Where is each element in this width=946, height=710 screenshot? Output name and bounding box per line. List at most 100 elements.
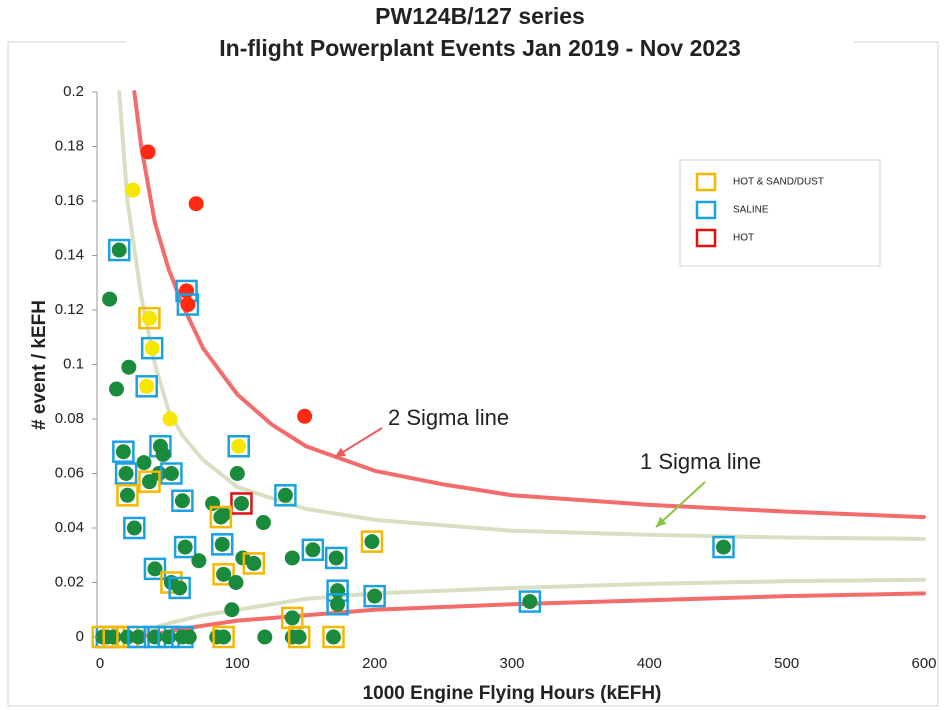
data-point (257, 629, 273, 645)
data-point-box (281, 606, 304, 630)
data-point (291, 629, 307, 645)
data-point (522, 594, 538, 610)
legend-box (679, 159, 881, 267)
data-point-box (107, 238, 131, 262)
y-tick-label: 0.18 (55, 137, 84, 154)
legend-swatch (695, 228, 717, 248)
data-point (284, 610, 300, 626)
legend-swatch (695, 200, 717, 220)
data-point-box (138, 306, 161, 330)
x-tick-label: 300 (499, 655, 524, 672)
y-tick-label: 0.06 (55, 464, 84, 481)
data-point-box (135, 375, 158, 398)
data-point-box (326, 593, 349, 616)
data-point-box (160, 462, 183, 485)
data-point (233, 495, 249, 511)
data-point (214, 536, 230, 552)
sigma-line (132, 90, 926, 520)
data-point (715, 539, 731, 555)
data-point (163, 466, 179, 481)
chart-title: PW124B/127 series (375, 3, 585, 29)
data-point-box (140, 336, 164, 360)
data-point (255, 515, 271, 531)
data-point (364, 534, 380, 550)
data-point (140, 144, 156, 160)
data-point (125, 182, 141, 198)
data-point (108, 381, 124, 397)
legend-label: HOT & SAND/DUST (733, 177, 824, 188)
data-point (188, 196, 204, 212)
data-point-box (173, 535, 197, 559)
data-point-box (171, 489, 194, 512)
data-point-box (210, 533, 234, 556)
data-point-box (322, 625, 345, 649)
data-point (174, 493, 190, 509)
data-point (126, 520, 142, 536)
data-point-box (274, 484, 297, 507)
data-point (155, 446, 171, 462)
y-tick-label: 0.04 (55, 519, 84, 536)
data-point-box (230, 492, 253, 515)
y-tick-label: 0.16 (55, 192, 84, 209)
x-axis-label: 1000 Engine Flying Hours (kEFH) (363, 683, 662, 704)
data-point (147, 629, 163, 645)
data-point (213, 509, 229, 525)
data-point (121, 359, 137, 375)
data-point (328, 550, 344, 566)
annotation: 2 Sigma line (388, 405, 509, 430)
y-tick-label: 0.02 (55, 573, 84, 590)
y-tick-label: 0.12 (55, 301, 84, 318)
data-point (179, 283, 195, 299)
x-tick-label: 200 (362, 655, 387, 672)
sigma-line (125, 577, 926, 639)
data-point (115, 444, 131, 460)
legend-label: HOT (733, 233, 754, 244)
y-tick-label: 0.08 (55, 410, 84, 427)
x-tick-label: 500 (774, 655, 799, 672)
data-point (130, 629, 146, 645)
data-point-box (227, 435, 250, 458)
y-tick-label: 0.14 (55, 246, 84, 263)
data-point-box (209, 505, 233, 529)
annotation: 1 Sigma line (640, 449, 761, 474)
data-point (119, 487, 135, 503)
data-point-box (712, 535, 735, 559)
x-tick-label: 600 (911, 655, 936, 672)
data-point (106, 629, 122, 645)
data-point-box (242, 552, 266, 575)
title-background (126, 2, 854, 70)
data-point (102, 291, 118, 307)
x-tick-label: 100 (225, 655, 250, 672)
data-point (367, 588, 383, 604)
data-point (141, 474, 157, 490)
data-point-box (360, 530, 384, 553)
data-point (177, 539, 193, 555)
y-tick-label: 0 (76, 628, 84, 645)
data-point (231, 438, 247, 454)
data-point (330, 583, 346, 599)
legend-swatch (695, 172, 717, 192)
data-point (144, 340, 160, 356)
data-point (136, 455, 152, 471)
annotation-arrowhead (335, 447, 346, 457)
data-point-box (114, 462, 138, 485)
data-point (330, 596, 346, 612)
data-point-box (363, 584, 386, 608)
data-point (118, 466, 134, 481)
y-tick-label: 0.1 (63, 355, 84, 372)
data-point-box (518, 590, 542, 613)
data-point-box (176, 293, 200, 316)
x-tick-label: 0 (96, 655, 104, 672)
data-point (141, 310, 157, 326)
data-point-box (212, 625, 235, 649)
data-point (191, 553, 207, 569)
data-point-box (168, 576, 191, 600)
data-point (229, 466, 245, 481)
data-point (277, 487, 293, 503)
data-point-box (138, 470, 161, 493)
data-point (111, 242, 127, 258)
data-point (216, 566, 232, 582)
data-point (246, 555, 262, 571)
data-point-box (112, 440, 135, 463)
data-point (205, 495, 221, 511)
